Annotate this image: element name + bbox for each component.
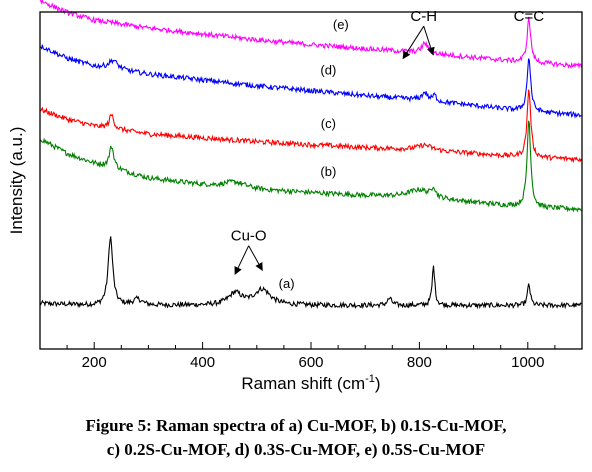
series-line-e bbox=[39, 0, 583, 70]
caption-line-2: c) 0.2S-Cu-MOF, d) 0.3S-Cu-MOF, e) 0.5S-… bbox=[106, 440, 486, 459]
y-axis-title: Intensity (a.u.) bbox=[7, 127, 26, 235]
x-axis-ticks: 200 400 600 800 1000 bbox=[39, 342, 583, 371]
annotation-arrow-1-1 bbox=[248, 245, 263, 271]
plot-frame bbox=[39, 11, 583, 350]
series-label-e: (e) bbox=[333, 17, 349, 32]
annotation-arrow-2-1 bbox=[423, 26, 435, 56]
x-axis-title-close: ) bbox=[375, 374, 381, 393]
x-tick-label: 1000 bbox=[511, 354, 544, 371]
annotation-layer: Cu-CuCu-OC-HC=C bbox=[231, 8, 545, 275]
annotation-arrow-2-0 bbox=[402, 25, 425, 60]
series-layer bbox=[39, 0, 583, 310]
series-label-c: (c) bbox=[321, 116, 336, 131]
peak-annotation-c-h: C-H bbox=[410, 8, 437, 25]
peak-annotation-cu-o: Cu-O bbox=[231, 228, 267, 245]
series-line-b bbox=[39, 120, 582, 213]
x-axis-title: Raman shift (cm-1) bbox=[241, 373, 380, 393]
series-label-a: (a) bbox=[279, 276, 295, 291]
figure-caption: Figure 5: Raman spectra of a) Cu-MOF, b)… bbox=[0, 414, 592, 462]
series-line-a bbox=[39, 236, 582, 310]
x-tick-label: 600 bbox=[298, 354, 323, 371]
peak-annotation-c-c: C=C bbox=[514, 8, 545, 25]
x-tick-label: 800 bbox=[407, 354, 432, 371]
series-label-d: (d) bbox=[320, 63, 336, 78]
annotation-arrow-1-0 bbox=[234, 245, 250, 275]
x-axis-title-sup: -1 bbox=[365, 373, 375, 385]
x-tick-label: 200 bbox=[82, 354, 107, 371]
series-label-b: (b) bbox=[320, 164, 336, 179]
series-line-c bbox=[39, 89, 582, 164]
series-labels: (a) (b) (c) (d) (e) bbox=[279, 17, 349, 291]
series-line-d bbox=[39, 44, 582, 119]
caption-line-1: Figure 5: Raman spectra of a) Cu-MOF, b)… bbox=[85, 416, 507, 435]
x-axis-title-main: Raman shift (cm bbox=[241, 374, 365, 393]
x-tick-label: 400 bbox=[190, 354, 215, 371]
